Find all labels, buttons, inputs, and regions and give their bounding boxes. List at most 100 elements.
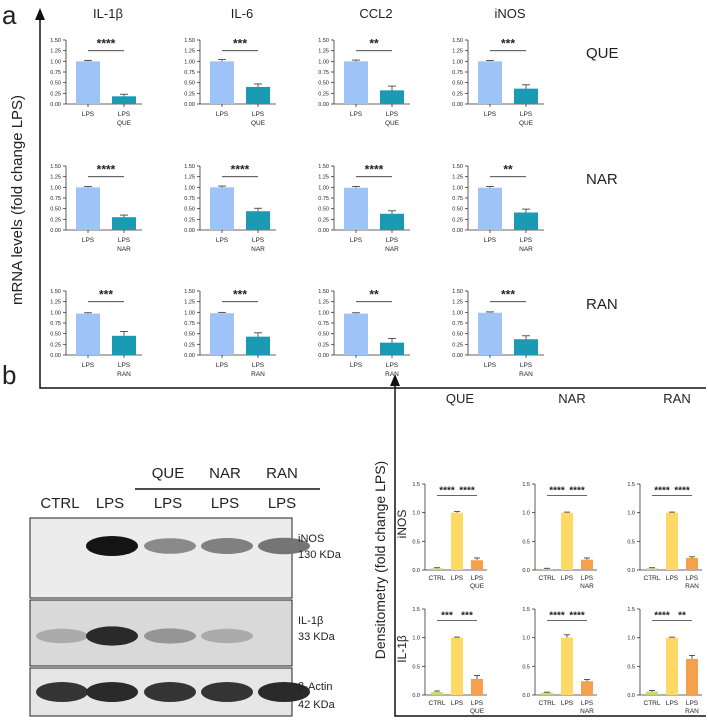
y-tick-label: 0.00 <box>184 228 195 234</box>
significance-stars: **** <box>549 610 565 621</box>
significance-stars: **** <box>569 610 585 621</box>
y-tick-label: 0.00 <box>50 102 61 108</box>
y-tick-label: 1.25 <box>184 300 195 306</box>
y-tick-label: 1.25 <box>318 300 329 306</box>
y-tick-label: 1.0 <box>412 636 420 642</box>
x-tick-label: LPS <box>666 575 679 582</box>
bar-lps <box>210 61 234 104</box>
column-title: NAR <box>558 391 585 406</box>
y-tick-label: 0.75 <box>452 196 463 202</box>
y-tick-label: 1.00 <box>452 185 463 191</box>
y-tick-label: 0.5 <box>627 539 635 545</box>
y-tick-label: 1.00 <box>50 185 61 191</box>
blot-band <box>144 682 196 702</box>
blot-band <box>258 682 310 702</box>
bar-ctrl <box>646 568 658 570</box>
bar-chart-CCL2-NAR: 0.00 0.25 0.50 0.75 1.00 1.25 1.50 LPS LPS NAR ***… <box>318 163 410 253</box>
significance-stars: ** <box>503 163 513 177</box>
x-tick-label: LPS <box>216 237 229 244</box>
y-tick-label: 1.25 <box>318 175 329 181</box>
bar-treated <box>246 86 270 104</box>
y-tick-label: 1.50 <box>50 289 61 295</box>
y-tick-label: 1.00 <box>318 59 329 65</box>
x-tick-label: LPS <box>484 111 497 118</box>
bar-lps <box>561 512 573 570</box>
y-tick-label: 1.50 <box>452 38 463 44</box>
blot-band <box>201 628 253 644</box>
significance-stars: ** <box>369 288 379 302</box>
y-tick-label: 1.00 <box>452 59 463 65</box>
x-tick-label: LPS <box>686 700 699 707</box>
bar-lps <box>666 637 678 695</box>
y-tick-label: 0.0 <box>522 693 530 699</box>
band-name: β-Actin <box>298 681 332 693</box>
row-label: NAR <box>586 171 618 188</box>
y-tick-label: 0.00 <box>318 102 329 108</box>
x-tick-label: LPS <box>484 237 497 244</box>
x-tick-label: LPS <box>82 237 95 244</box>
significance-stars: *** <box>233 288 247 302</box>
significance-stars: *** <box>501 288 515 302</box>
bar-lps <box>344 61 368 104</box>
bar-lps-que <box>471 678 483 695</box>
x-tick-label: QUE <box>519 120 534 127</box>
blot-band <box>144 538 196 554</box>
bar-treated <box>380 90 404 104</box>
lane-label: LPS <box>96 495 124 512</box>
x-tick-label: QUE <box>470 583 485 590</box>
bar-lps <box>76 61 100 104</box>
panel-b-arrow <box>390 374 400 386</box>
panel-a-frame <box>39 14 706 389</box>
x-tick-label: LPS <box>666 700 679 707</box>
column-title: RAN <box>663 391 690 406</box>
y-tick-label: 0.75 <box>452 70 463 76</box>
blot-band <box>86 536 138 556</box>
y-tick-label: 0.00 <box>184 353 195 359</box>
y-tick-label: 0.75 <box>318 196 329 202</box>
y-tick-label: 1.5 <box>522 482 530 488</box>
significance-stars: **** <box>654 610 670 621</box>
y-tick-label: 0.25 <box>184 217 195 223</box>
y-tick-label: 0.50 <box>184 332 195 338</box>
y-tick-label: 0.00 <box>452 228 463 234</box>
panel-b-frame <box>394 380 706 717</box>
y-tick-label: 1.00 <box>318 185 329 191</box>
bar-chart-iNOS-NAR: 0.00 0.25 0.50 0.75 1.00 1.25 1.50 LPS LPS NAR ** <box>452 163 544 253</box>
column-title: iNOS <box>494 6 525 21</box>
x-tick-label: QUE <box>117 120 132 127</box>
y-tick-label: 1.25 <box>50 49 61 55</box>
y-tick-label: 1.5 <box>627 607 635 613</box>
y-tick-label: 1.00 <box>184 310 195 316</box>
bar-chart-IL-1β-RAN: 0.00 0.25 0.50 0.75 1.00 1.25 1.50 LPS LPS RAN *** <box>50 288 142 378</box>
bar-lps <box>451 637 463 695</box>
bar-lps-nar <box>581 559 593 570</box>
x-tick-label: CTRL <box>429 700 446 707</box>
y-tick-label: 0.00 <box>318 353 329 359</box>
y-tick-label: 1.50 <box>452 289 463 295</box>
y-tick-label: 0.0 <box>412 693 420 699</box>
x-tick-label: QUE <box>385 120 400 127</box>
y-tick-label: 1.50 <box>50 164 61 170</box>
y-tick-label: 0.00 <box>318 228 329 234</box>
y-tick-label: 1.50 <box>184 38 195 44</box>
bar-lps <box>76 187 100 230</box>
column-title: IL-6 <box>231 6 253 21</box>
x-tick-label: QUE <box>470 708 485 715</box>
x-tick-label: LPS <box>216 362 229 369</box>
x-tick-label: LPS <box>520 362 533 369</box>
bar-lps <box>478 312 502 355</box>
lane-label: LPS <box>211 495 239 512</box>
y-tick-label: 0.5 <box>627 664 635 670</box>
x-tick-label: NAR <box>519 246 533 253</box>
column-title: QUE <box>446 391 475 406</box>
y-tick-label: 0.50 <box>318 332 329 338</box>
y-tick-label: 0.25 <box>318 217 329 223</box>
bar-treated <box>380 213 404 230</box>
x-tick-label: LPS <box>350 362 363 369</box>
bar-lps <box>210 313 234 355</box>
treatment-label: NAR <box>209 465 241 482</box>
bar-lps <box>344 187 368 230</box>
